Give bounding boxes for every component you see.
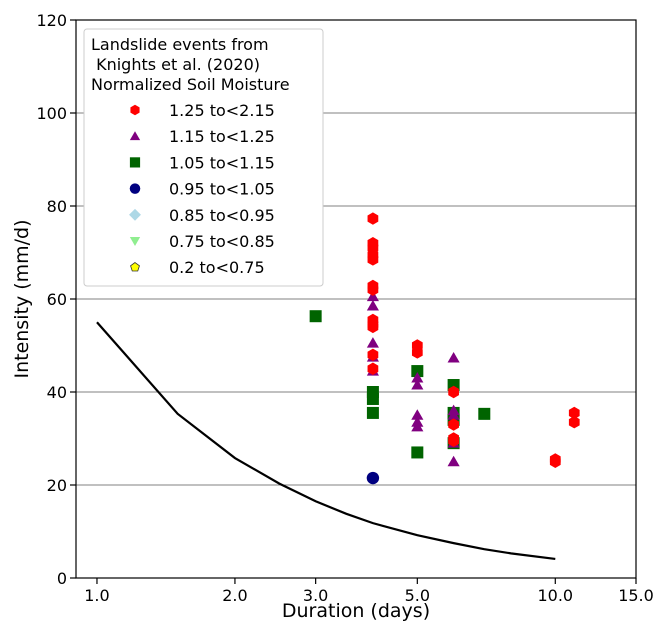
x-tick-label: 3.0: [303, 586, 328, 605]
data-points: [309, 212, 580, 485]
legend-entry: 0.75 to<0.85: [129, 232, 275, 251]
legend-marker: [129, 157, 141, 168]
legend-label: 1.25 to<2.15: [169, 101, 275, 120]
threshold-line: [96, 321, 556, 561]
data-point: [568, 406, 580, 420]
y-tick-label: 20: [47, 476, 67, 495]
x-tick-label: 5.0: [405, 586, 430, 605]
y-axis-label: Intensity (mm/d): [11, 219, 33, 378]
x-tick-label: 2.0: [222, 586, 247, 605]
y-tick-label: 80: [47, 197, 67, 216]
legend-title: Landslide events from Knights et al. (20…: [91, 35, 290, 94]
legend: Landslide events from Knights et al. (20…: [83, 28, 324, 287]
legend-marker: [130, 262, 140, 272]
legend-label: 0.75 to<0.85: [169, 232, 275, 251]
data-point: [411, 379, 424, 390]
data-point: [366, 290, 379, 302]
legend-entries: 1.25 to<2.15 1.15 to<1.25 1.05 to<1.15 0.95…: [129, 101, 275, 277]
legend-label: 1.15 to<1.25: [169, 127, 275, 146]
legend-entry: 1.15 to<1.25: [129, 127, 275, 146]
data-point: [411, 420, 424, 432]
data-point: [448, 385, 459, 399]
data-point: [447, 455, 460, 467]
legend-marker: [129, 131, 141, 141]
legend-title-line: Knights et al. (2020): [91, 55, 260, 74]
x-tick-label: 1.0: [84, 586, 109, 605]
data-point: [367, 283, 379, 296]
data-point: [309, 310, 322, 323]
data-point: [549, 455, 561, 468]
legend-label: 0.85 to<0.95: [169, 206, 275, 225]
legend-label: 0.95 to<1.05: [169, 180, 275, 199]
data-point: [367, 320, 379, 334]
legend-title-line: Normalized Soil Moisture: [91, 75, 290, 94]
data-point: [366, 406, 379, 419]
y-tick-label: 60: [47, 290, 67, 309]
legend-entry: 1.05 to<1.15: [129, 153, 275, 172]
y-tick-label: 100: [36, 104, 67, 123]
threshold-curve-layer: [96, 321, 556, 561]
y-tick-label: 120: [36, 11, 67, 30]
data-point: [411, 446, 424, 459]
legend-marker: [129, 183, 141, 194]
legend-entry: 0.95 to<1.05: [129, 180, 275, 199]
legend-label: 0.2 to<0.75: [169, 258, 265, 277]
legend-marker: [129, 237, 141, 246]
data-point: [411, 409, 424, 420]
y-tick-label: 40: [47, 383, 67, 402]
data-point: [411, 365, 424, 378]
y-tick-label: 0: [57, 569, 67, 588]
data-point: [448, 434, 459, 448]
data-point: [366, 337, 379, 348]
data-point: [568, 416, 580, 429]
legend-box: [83, 28, 324, 287]
data-point: [367, 348, 379, 361]
legend-title-line: Landslide events from: [91, 35, 269, 54]
data-point: [447, 352, 460, 363]
x-tick-label: 15.0: [618, 586, 654, 605]
legend-marker: [130, 104, 140, 116]
legend-label: 1.05 to<1.15: [169, 153, 275, 172]
data-point: [366, 392, 379, 405]
data-point: [366, 471, 380, 485]
legend-marker: [129, 208, 141, 221]
data-point: [367, 253, 379, 266]
legend-entry: 0.2 to<0.75: [130, 258, 265, 277]
data-point: [448, 418, 459, 431]
x-axis-label: Duration (days): [282, 600, 430, 621]
legend-entry: 1.25 to<2.15: [130, 101, 275, 120]
data-point: [367, 362, 379, 375]
data-point: [478, 407, 491, 420]
data-point: [411, 372, 424, 383]
axis-ticks: 0 20 40 60 80 100 120 1.0 2.0 3.0 5.0 10.0 15.0: [36, 11, 653, 605]
data-point: [367, 212, 379, 225]
legend-entry: 0.85 to<0.95: [129, 206, 275, 225]
data-point: [366, 299, 379, 311]
data-point: [447, 409, 460, 420]
data-point: [411, 346, 423, 359]
x-tick-label: 10.0: [537, 586, 573, 605]
